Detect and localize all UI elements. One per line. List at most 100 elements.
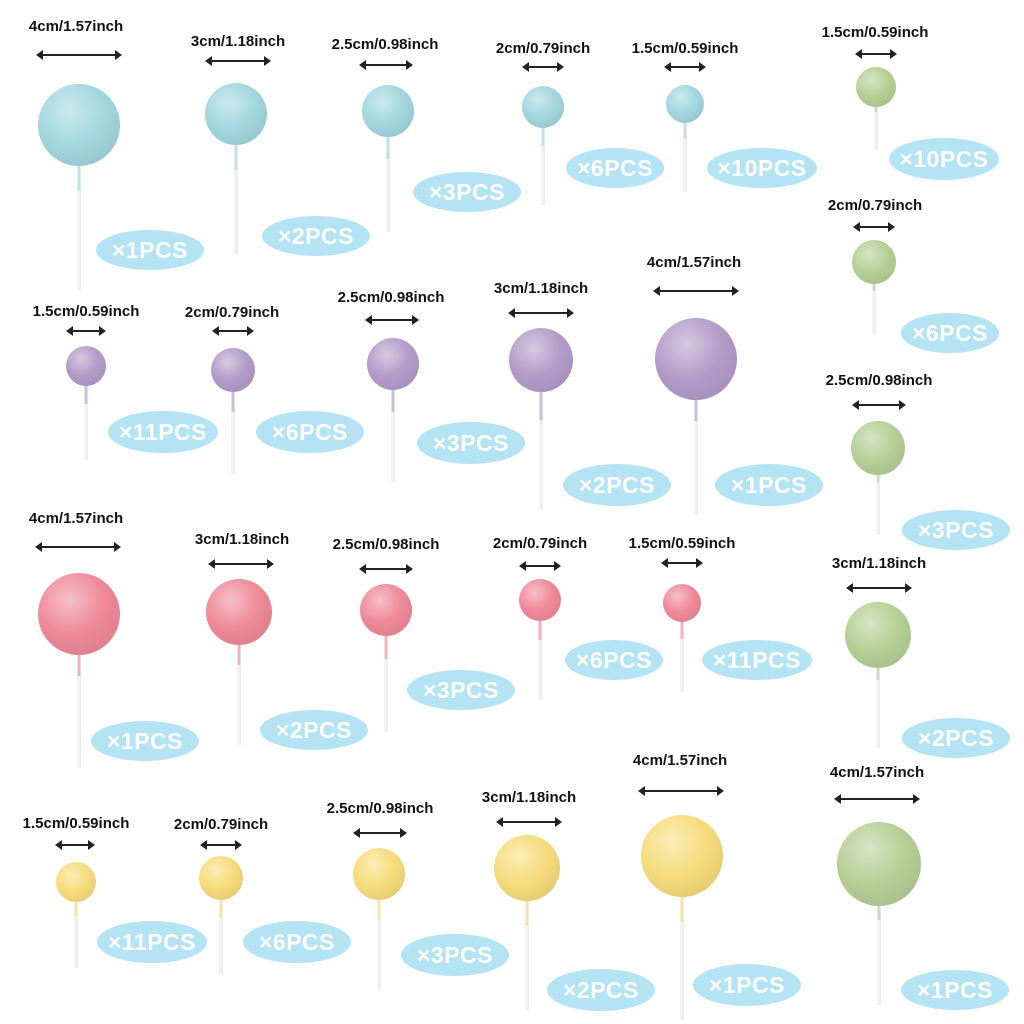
foam-ball-purple xyxy=(509,328,573,392)
foam-ball-blue xyxy=(205,83,267,145)
foam-ball-blue xyxy=(666,85,704,123)
quantity-badge: ×3PCS xyxy=(413,172,521,212)
foam-ball-blue xyxy=(522,86,564,128)
size-arrow xyxy=(208,559,274,569)
size-label: 2cm/0.79inch xyxy=(827,197,923,214)
size-arrow xyxy=(35,542,121,552)
size-arrow xyxy=(522,62,564,72)
size-label: 4cm/1.57inch xyxy=(28,510,124,527)
foam-ball-blue xyxy=(362,85,414,137)
foam-ball-pink xyxy=(38,573,120,655)
quantity-badge: ×3PCS xyxy=(902,510,1010,550)
size-label: 3cm/1.18inch xyxy=(190,33,286,50)
size-label: 2cm/0.79inch xyxy=(173,816,269,833)
size-label: 1.5cm/0.59inch xyxy=(628,535,736,552)
quantity-badge: ×2PCS xyxy=(262,216,370,256)
quantity-badge: ×6PCS xyxy=(243,921,351,963)
size-label: 2cm/0.79inch xyxy=(184,304,280,321)
size-label: 2cm/0.79inch xyxy=(495,40,591,57)
size-label: 2.5cm/0.98inch xyxy=(825,372,933,389)
size-arrow xyxy=(365,315,419,325)
size-label: 3cm/1.18inch xyxy=(194,531,290,548)
size-label: 4cm/1.57inch xyxy=(632,752,728,769)
quantity-badge: ×11PCS xyxy=(108,411,218,453)
quantity-badge: ×1PCS xyxy=(96,230,204,270)
size-arrow xyxy=(653,286,739,296)
size-label: 2.5cm/0.98inch xyxy=(337,289,445,306)
quantity-badge: ×2PCS xyxy=(260,710,368,750)
quantity-badge: ×6PCS xyxy=(901,313,999,353)
size-arrow xyxy=(661,558,703,568)
size-label: 2cm/0.79inch xyxy=(492,535,588,552)
size-arrow xyxy=(519,561,561,571)
quantity-badge: ×3PCS xyxy=(417,422,525,464)
quantity-badge: ×10PCS xyxy=(707,148,817,188)
foam-ball-pink xyxy=(206,579,272,645)
size-arrow xyxy=(359,564,413,574)
quantity-badge: ×2PCS xyxy=(902,718,1010,758)
foam-ball-pink xyxy=(519,579,561,621)
foam-ball-purple xyxy=(655,318,737,400)
quantity-badge: ×3PCS xyxy=(407,670,515,710)
size-arrow xyxy=(855,49,897,59)
size-arrow xyxy=(353,828,407,838)
size-label: 1.5cm/0.59inch xyxy=(821,24,929,41)
foam-ball-blue xyxy=(38,84,120,166)
size-label: 2.5cm/0.98inch xyxy=(331,36,439,53)
size-arrow xyxy=(496,817,562,827)
size-arrow xyxy=(638,786,724,796)
quantity-badge: ×1PCS xyxy=(901,970,1009,1010)
size-arrow xyxy=(55,840,95,850)
quantity-badge: ×10PCS xyxy=(889,138,999,180)
quantity-badge: ×3PCS xyxy=(401,934,509,976)
size-label: 1.5cm/0.59inch xyxy=(32,303,140,320)
foam-ball-yellow xyxy=(494,835,560,901)
size-label: 3cm/1.18inch xyxy=(481,789,577,806)
foam-ball-yellow xyxy=(641,815,723,897)
size-arrow xyxy=(852,400,906,410)
size-label: 2.5cm/0.98inch xyxy=(332,536,440,553)
foam-ball-green xyxy=(851,421,905,475)
quantity-badge: ×6PCS xyxy=(565,640,663,680)
foam-ball-green xyxy=(837,822,921,906)
quantity-badge: ×2PCS xyxy=(547,969,655,1011)
size-arrow xyxy=(508,308,574,318)
quantity-badge: ×1PCS xyxy=(715,464,823,506)
size-arrow xyxy=(664,62,706,72)
quantity-badge: ×11PCS xyxy=(97,921,207,963)
quantity-badge: ×1PCS xyxy=(693,964,801,1006)
foam-ball-yellow xyxy=(199,856,243,900)
size-arrow xyxy=(834,794,920,804)
foam-ball-green xyxy=(856,67,896,107)
foam-ball-yellow xyxy=(56,862,96,902)
foam-ball-purple xyxy=(66,346,106,386)
quantity-badge: ×1PCS xyxy=(91,721,199,761)
size-label: 3cm/1.18inch xyxy=(831,555,927,572)
quantity-badge: ×6PCS xyxy=(566,148,664,188)
foam-ball-purple xyxy=(211,348,255,392)
foam-ball-pink xyxy=(663,584,701,622)
size-label: 4cm/1.57inch xyxy=(28,18,124,35)
quantity-badge: ×2PCS xyxy=(563,464,671,506)
foam-ball-purple xyxy=(367,338,419,390)
size-label: 1.5cm/0.59inch xyxy=(22,815,130,832)
size-label: 4cm/1.57inch xyxy=(646,254,742,271)
size-label: 3cm/1.18inch xyxy=(493,280,589,297)
size-label: 2.5cm/0.98inch xyxy=(326,800,434,817)
size-arrow xyxy=(359,60,413,70)
size-arrow xyxy=(853,222,895,232)
size-arrow xyxy=(205,56,271,66)
foam-ball-green xyxy=(845,602,911,668)
foam-ball-green xyxy=(852,240,896,284)
size-arrow xyxy=(36,50,122,60)
size-arrow xyxy=(846,583,912,593)
foam-ball-yellow xyxy=(353,848,405,900)
size-arrow xyxy=(212,326,254,336)
size-label: 1.5cm/0.59inch xyxy=(631,40,739,57)
quantity-badge: ×6PCS xyxy=(256,411,364,453)
size-label: 4cm/1.57inch xyxy=(829,764,925,781)
size-arrow xyxy=(200,840,242,850)
size-arrow xyxy=(66,326,106,336)
foam-ball-pink xyxy=(360,584,412,636)
quantity-badge: ×11PCS xyxy=(702,640,812,680)
